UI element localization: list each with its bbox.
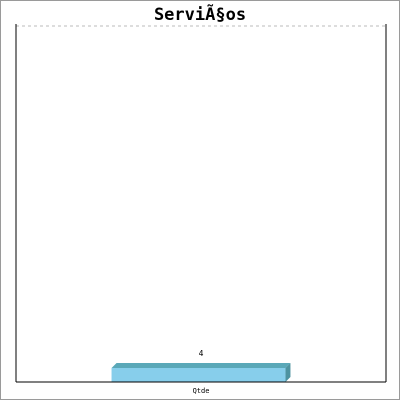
value-labels-group: 4 xyxy=(199,349,204,358)
bar-side-face xyxy=(285,363,291,382)
bars-group xyxy=(111,363,291,382)
bar-top-face xyxy=(111,363,291,368)
chart-title: ServiÃ§os xyxy=(154,2,246,25)
category-labels-group: Qtde xyxy=(193,387,210,395)
value-label: 4 xyxy=(199,349,204,358)
bar-qtde xyxy=(111,368,286,382)
category-label: Qtde xyxy=(193,387,210,395)
